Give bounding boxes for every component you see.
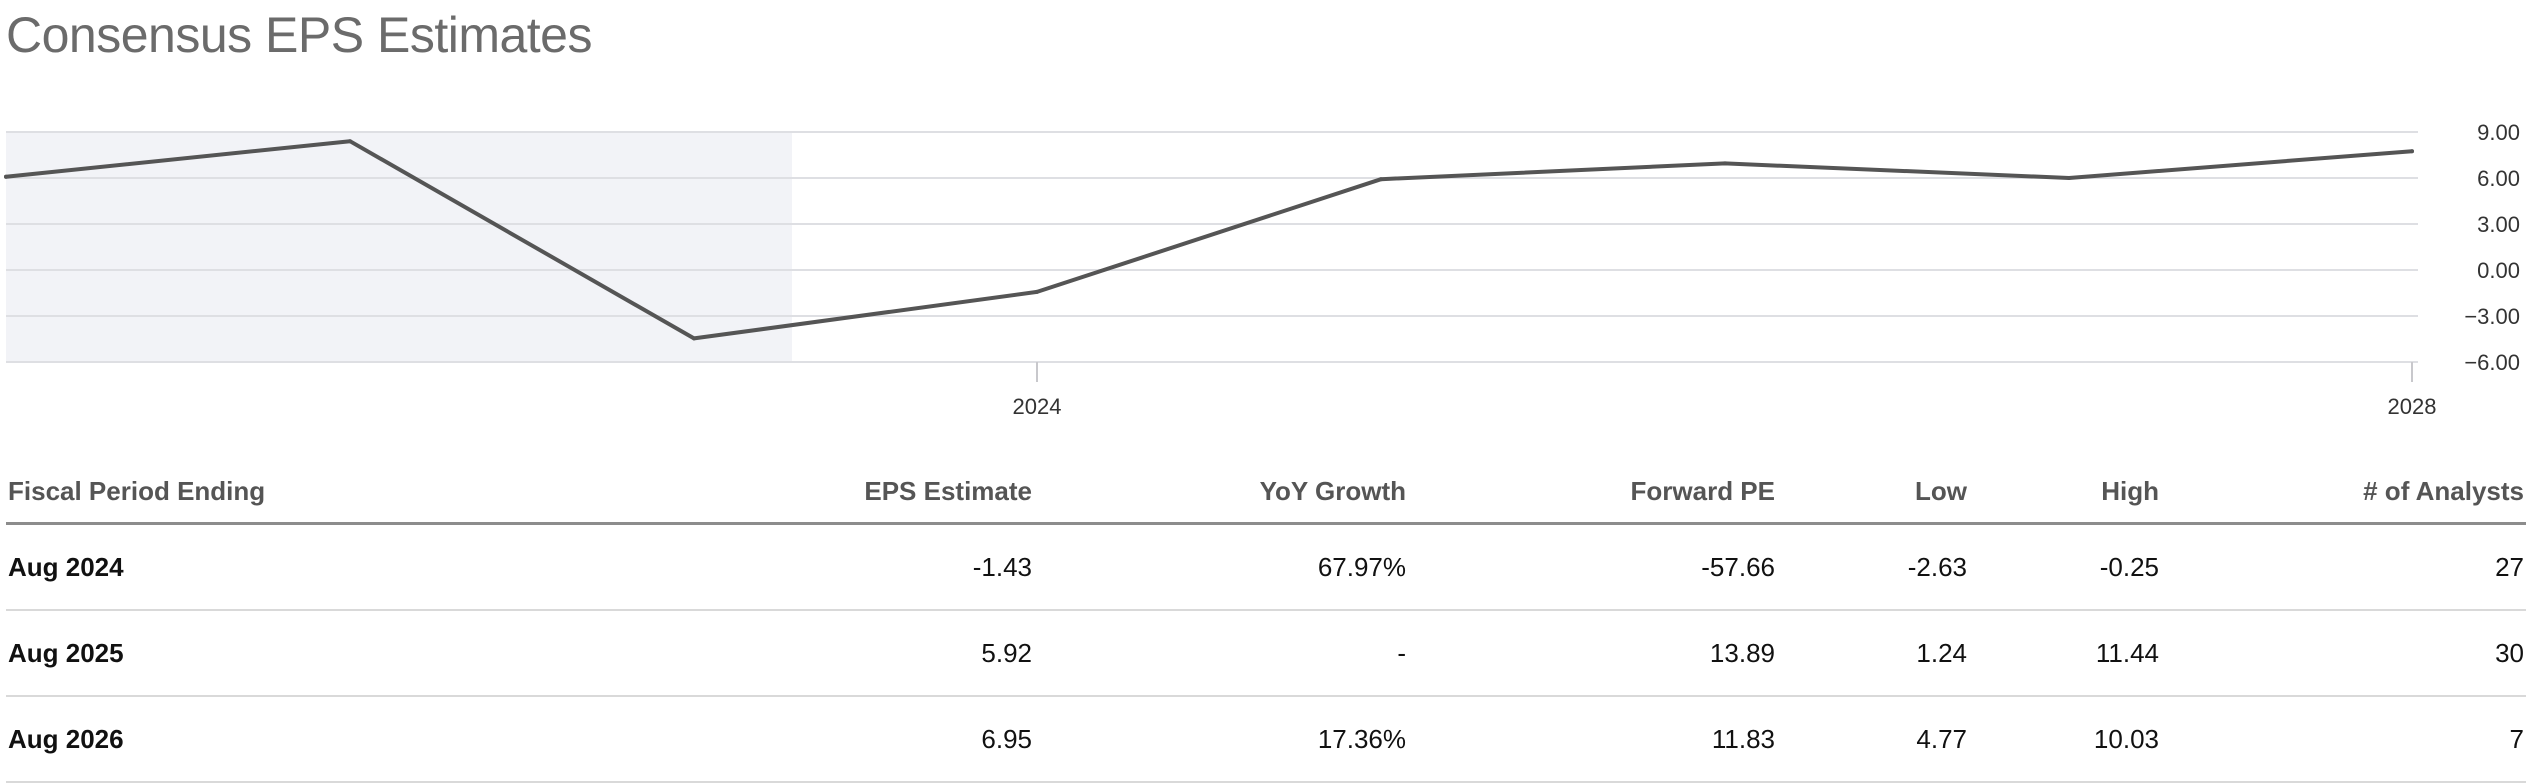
cell-low: 1.24 [1777, 610, 1969, 697]
data-point [348, 139, 352, 144]
y-tick-label: −3.00 [2464, 304, 2520, 329]
col-fiscal-period-header: Fiscal Period Ending [6, 460, 570, 525]
data-point [4, 174, 8, 179]
cell-forward-pe: 13.89 [1408, 610, 1777, 697]
eps-estimates-table: Fiscal Period Ending EPS Estimate YoY Gr… [6, 460, 2526, 783]
x-tick-label: 2024 [1013, 394, 1062, 419]
y-tick-label: −6.00 [2464, 350, 2520, 375]
page-title: Consensus EPS Estimates [6, 7, 593, 63]
cell-forward-pe: 11.83 [1408, 696, 1777, 783]
table-row: Aug 2026 6.95 17.36% 11.83 4.77 10.03 7 [6, 696, 2526, 783]
eps-series-line [4, 139, 2414, 341]
table-header-row: Fiscal Period Ending EPS Estimate YoY Gr… [6, 460, 2526, 525]
cell-low: 4.77 [1777, 696, 1969, 783]
y-tick-label: 0.00 [2477, 258, 2520, 283]
cell-eps-estimate: 6.95 [570, 696, 1034, 783]
cell-analysts: 30 [2161, 610, 2526, 697]
y-tick-label: 6.00 [2477, 166, 2520, 191]
col-high-header: High [1969, 460, 2161, 525]
col-analysts-header: # of Analysts [2161, 460, 2526, 525]
data-point [1723, 161, 1727, 166]
data-point [1035, 289, 1039, 294]
cell-high: 11.44 [1969, 610, 2161, 697]
cell-yoy-growth: - [1034, 610, 1408, 697]
x-tick-label: 2028 [2388, 394, 2437, 419]
cell-eps-estimate: 5.92 [570, 610, 1034, 697]
cell-fiscal-period: Aug 2026 [6, 696, 570, 783]
col-yoy-growth-header: YoY Growth [1034, 460, 1408, 525]
data-point [2067, 176, 2071, 180]
cell-analysts: 27 [2161, 523, 2526, 611]
data-point [692, 336, 696, 341]
table-row: Aug 2025 5.92 - 13.89 1.24 11.44 30 [6, 610, 2526, 697]
cell-eps-estimate: -1.43 [570, 523, 1034, 611]
y-tick-label: 9.00 [2477, 120, 2520, 145]
table-row: Aug 2024 -1.43 67.97% -57.66 -2.63 -0.25… [6, 523, 2526, 611]
cell-yoy-growth: 67.97% [1034, 523, 1408, 611]
cell-forward-pe: -57.66 [1408, 523, 1777, 611]
col-forward-pe-header: Forward PE [1408, 460, 1777, 525]
col-low-header: Low [1777, 460, 1969, 525]
cell-yoy-growth: 17.36% [1034, 696, 1408, 783]
cell-fiscal-period: Aug 2024 [6, 523, 570, 611]
data-point [1379, 177, 1383, 182]
eps-line-chart: 9.00 6.00 3.00 0.00 −3.00 −6.00 2024 2028 [4, 120, 2520, 419]
cell-analysts: 7 [2161, 696, 2526, 783]
cell-low: -2.63 [1777, 523, 1969, 611]
y-tick-label: 3.00 [2477, 212, 2520, 237]
cell-high: -0.25 [1969, 523, 2161, 611]
col-eps-estimate-header: EPS Estimate [570, 460, 1034, 525]
cell-fiscal-period: Aug 2025 [6, 610, 570, 697]
data-point [2410, 149, 2414, 154]
cell-high: 10.03 [1969, 696, 2161, 783]
